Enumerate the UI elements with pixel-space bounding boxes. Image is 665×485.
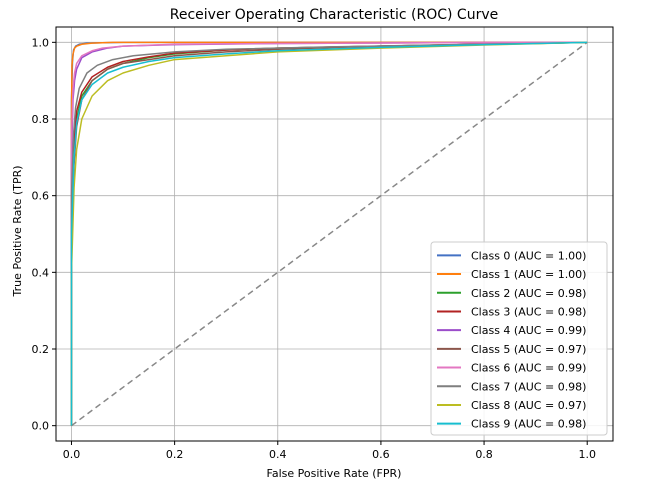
y-tick-label: 0.0 xyxy=(32,420,50,433)
legend-box xyxy=(430,241,608,436)
legend-entry: Class 1 (AUC = 1.00) xyxy=(471,268,586,281)
legend-entry: Class 4 (AUC = 0.99) xyxy=(471,324,586,337)
legend-entry: Class 2 (AUC = 0.98) xyxy=(471,287,586,300)
plot-frame xyxy=(55,26,614,442)
x-axis-label: False Positive Rate (FPR) xyxy=(267,467,402,480)
x-tick-label: 0.2 xyxy=(166,448,184,461)
roc-line-class-9 xyxy=(70,41,588,426)
x-tick-label: 0.8 xyxy=(475,448,493,461)
x-tick-label: 0.0 xyxy=(63,448,81,461)
legend: Class 0 (AUC = 1.00) Class 1 (AUC = 1.00)… xyxy=(430,241,608,436)
legend-entry: Class 8 (AUC = 0.97) xyxy=(471,399,586,412)
y-tick-label: 0.4 xyxy=(32,266,50,279)
x-axis-ticks: 0.0 0.2 0.4 0.6 0.8 1.0 xyxy=(63,441,596,461)
roc-line-class-7 xyxy=(70,41,588,426)
y-tick-label: 0.6 xyxy=(32,190,50,203)
legend-entry: Class 6 (AUC = 0.99) xyxy=(471,362,586,375)
y-axis-ticks: 0.0 0.2 0.4 0.6 0.8 1.0 xyxy=(32,36,56,433)
legend-entry: Class 3 (AUC = 0.98) xyxy=(471,305,586,318)
x-tick-label: 1.0 xyxy=(578,448,596,461)
legend-entry: Class 0 (AUC = 1.00) xyxy=(471,249,586,262)
roc-line-class-6 xyxy=(70,41,588,426)
y-tick-label: 1.0 xyxy=(32,36,50,49)
series-group xyxy=(70,41,588,426)
legend-entry: Class 9 (AUC = 0.98) xyxy=(471,418,586,431)
x-tick-label: 0.6 xyxy=(372,448,390,461)
legend-entry: Class 7 (AUC = 0.98) xyxy=(471,380,586,393)
roc-line-class-1 xyxy=(70,41,588,426)
y-axis-label: True Positive Rate (TPR) xyxy=(11,165,24,297)
y-tick-label: 0.8 xyxy=(32,113,50,126)
legend-entry: Class 5 (AUC = 0.97) xyxy=(471,343,586,356)
x-tick-label: 0.4 xyxy=(269,448,287,461)
reference-line-group xyxy=(71,41,588,427)
chart-title: Receiver Operating Characteristic (ROC) … xyxy=(170,7,499,23)
roc-line-class-8 xyxy=(70,41,588,426)
y-tick-label: 0.2 xyxy=(32,343,50,356)
diagonal-reference-line xyxy=(71,41,588,427)
